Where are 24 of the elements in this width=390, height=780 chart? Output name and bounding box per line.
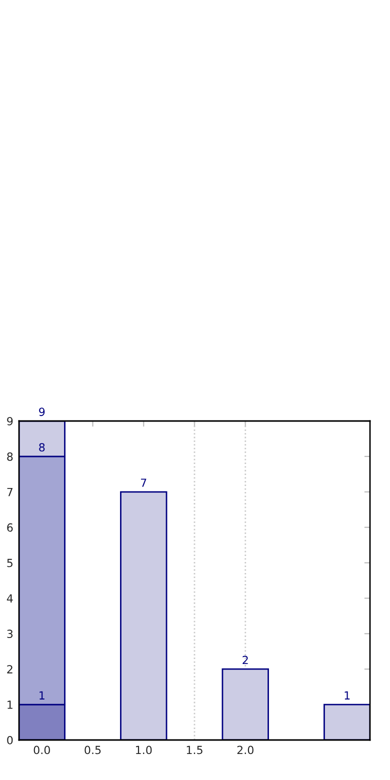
bar (222, 668, 269, 740)
y-tick-label: 3 (7, 630, 13, 638)
x-tick-label: 1.0 (136, 746, 152, 754)
y-tick-label: 7 (7, 488, 12, 496)
x-tick-label: 0.0 (34, 746, 50, 754)
total-label: 7 (141, 478, 146, 487)
y-tick-label: 2 (7, 665, 12, 674)
x-tick-label: 1.5 (186, 746, 202, 754)
y-tick-label: 5 (7, 558, 12, 568)
y-tick-label: 0 (7, 736, 13, 744)
x-tick-label: 2.0 (237, 746, 254, 754)
x-tick-label: 0.5 (84, 746, 101, 754)
total-label: 2 (242, 656, 248, 664)
y-tick-label: 8 (7, 452, 13, 461)
total-label: 9 (39, 408, 45, 416)
y-tick-label: 1 (8, 700, 12, 709)
y-tick-label: 6 (7, 523, 13, 532)
y-tick-label: 4 (6, 594, 13, 602)
bar (120, 491, 168, 740)
bar (324, 704, 370, 740)
annotation: 8 (39, 443, 45, 452)
data-label: 1 (40, 691, 44, 700)
total-label: 1 (344, 691, 350, 700)
y-tick-label: 9 (7, 416, 13, 426)
